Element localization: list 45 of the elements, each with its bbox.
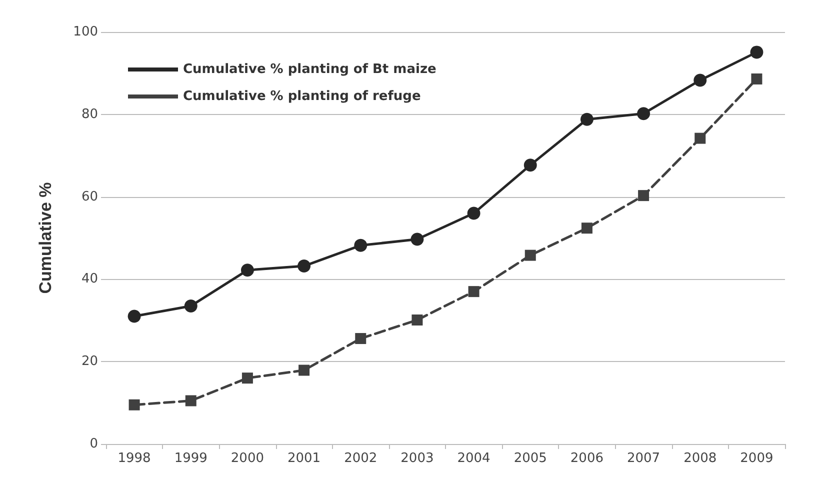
legend-label: Cumulative % planting of refuge: [183, 89, 421, 104]
x-tick-label: 2005: [514, 451, 547, 466]
x-tick-label: 2006: [570, 451, 604, 466]
legend-label: Cumulative % planting of Bt maize: [183, 62, 437, 77]
point: [467, 206, 480, 220]
point: [240, 264, 254, 277]
point: [242, 372, 253, 384]
point: [298, 364, 310, 376]
x-tick-label: 1999: [174, 451, 208, 466]
point: [751, 73, 762, 84]
point: [128, 399, 140, 410]
point: [410, 232, 424, 246]
point: [355, 333, 366, 344]
x-tick-label: 2002: [344, 451, 378, 466]
point: [580, 112, 594, 126]
point: [750, 46, 764, 59]
x-tick-label: 2009: [740, 451, 774, 466]
x-tick-label: 1998: [118, 451, 151, 466]
x-tick-label: 2008: [684, 451, 717, 466]
point: [412, 314, 423, 326]
y-tick-label: 20: [81, 354, 98, 370]
y-axis-title: Cumulative %: [36, 182, 55, 294]
y-tick-label: 0: [90, 436, 98, 452]
x-tick-label: 2000: [230, 451, 264, 466]
point: [581, 222, 592, 234]
point: [637, 107, 650, 120]
point: [184, 299, 198, 312]
point: [128, 310, 141, 323]
x-tick-label: 2001: [287, 451, 321, 466]
point: [298, 260, 311, 273]
y-tick-label: 100: [73, 24, 98, 40]
point: [638, 190, 650, 202]
point: [354, 238, 368, 252]
y-tick-label: 60: [81, 189, 98, 204]
point: [185, 395, 196, 406]
point: [524, 250, 536, 261]
x-tick-label: 2004: [457, 451, 490, 466]
x-tick-label: 2003: [400, 451, 434, 466]
y-tick-label: 80: [81, 106, 98, 122]
point: [694, 74, 707, 87]
point: [694, 132, 706, 144]
x-tick-label: 2007: [626, 451, 660, 466]
point: [468, 286, 480, 298]
y-tick-label: 40: [81, 272, 98, 287]
point: [524, 158, 537, 172]
